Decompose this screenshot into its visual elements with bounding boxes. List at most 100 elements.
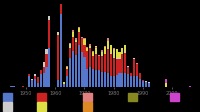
Bar xyxy=(83,58,86,87)
Bar xyxy=(124,45,126,46)
Bar xyxy=(139,74,141,79)
Bar xyxy=(60,15,62,87)
Bar xyxy=(81,53,83,87)
Bar xyxy=(110,53,112,54)
Bar xyxy=(57,35,59,80)
Bar xyxy=(124,74,126,87)
Bar xyxy=(110,76,112,87)
Bar xyxy=(66,69,68,76)
Bar xyxy=(86,48,88,52)
Bar xyxy=(92,52,94,53)
Bar xyxy=(83,40,86,46)
Bar xyxy=(31,80,33,87)
Bar xyxy=(75,41,77,43)
Bar xyxy=(107,39,109,41)
Bar xyxy=(34,79,36,87)
Bar xyxy=(113,77,115,87)
Bar xyxy=(139,79,141,87)
Bar xyxy=(92,53,94,56)
Bar xyxy=(110,46,112,53)
Bar xyxy=(89,44,91,47)
Bar xyxy=(40,75,42,87)
Bar xyxy=(45,50,48,55)
Bar xyxy=(66,67,68,69)
Bar xyxy=(165,79,167,84)
Bar xyxy=(69,47,71,48)
Bar xyxy=(63,84,65,87)
Bar xyxy=(83,39,86,40)
Bar xyxy=(72,51,74,87)
Bar xyxy=(142,81,144,87)
Bar xyxy=(136,63,138,64)
Bar xyxy=(48,17,50,21)
Bar xyxy=(78,45,80,87)
Bar xyxy=(101,72,103,87)
Bar xyxy=(95,47,97,48)
Bar xyxy=(127,75,129,87)
Bar xyxy=(43,74,45,87)
Bar xyxy=(92,69,94,87)
Bar xyxy=(43,67,45,74)
Bar xyxy=(34,75,36,76)
Bar xyxy=(78,29,80,32)
Bar xyxy=(101,56,103,72)
Bar xyxy=(45,67,48,87)
Bar xyxy=(124,46,126,52)
Bar xyxy=(124,52,126,53)
Bar xyxy=(57,80,59,87)
Bar xyxy=(28,75,30,76)
Bar xyxy=(107,41,109,50)
Bar xyxy=(145,82,147,87)
Bar xyxy=(63,82,65,84)
Bar xyxy=(37,78,39,83)
Bar xyxy=(113,59,115,77)
Bar xyxy=(89,47,91,49)
Bar xyxy=(86,52,88,69)
Bar xyxy=(95,55,97,71)
Bar xyxy=(116,59,118,75)
Bar xyxy=(165,84,167,87)
Bar xyxy=(142,80,144,81)
Bar xyxy=(75,56,77,87)
Bar xyxy=(92,56,94,69)
Bar xyxy=(118,59,121,74)
Bar xyxy=(104,54,106,72)
Bar xyxy=(95,48,97,55)
Bar xyxy=(72,38,74,51)
Bar xyxy=(118,53,121,59)
Bar xyxy=(133,59,135,77)
Bar xyxy=(37,83,39,87)
Bar xyxy=(139,73,141,74)
Bar xyxy=(130,77,132,87)
Bar xyxy=(34,76,36,79)
Bar xyxy=(104,47,106,54)
Bar xyxy=(148,82,150,83)
Bar xyxy=(101,53,103,56)
Bar xyxy=(121,74,123,87)
Bar xyxy=(89,67,91,87)
Bar xyxy=(136,64,138,76)
Bar xyxy=(66,66,68,67)
Bar xyxy=(145,81,147,82)
Bar xyxy=(116,75,118,87)
Bar xyxy=(13,86,15,87)
Bar xyxy=(121,48,123,54)
Bar xyxy=(72,33,74,38)
Bar xyxy=(127,66,129,67)
Bar xyxy=(69,44,71,47)
Bar xyxy=(72,31,74,33)
Bar xyxy=(104,72,106,87)
Bar xyxy=(57,33,59,34)
Bar xyxy=(28,76,30,87)
Bar xyxy=(116,50,118,59)
Bar xyxy=(136,76,138,87)
Bar xyxy=(66,76,68,87)
Bar xyxy=(78,32,80,45)
Bar xyxy=(69,59,71,87)
Bar xyxy=(86,69,88,87)
Bar xyxy=(107,73,109,87)
Bar xyxy=(48,48,50,87)
Bar xyxy=(57,34,59,35)
Bar xyxy=(69,48,71,59)
Bar xyxy=(130,73,132,74)
